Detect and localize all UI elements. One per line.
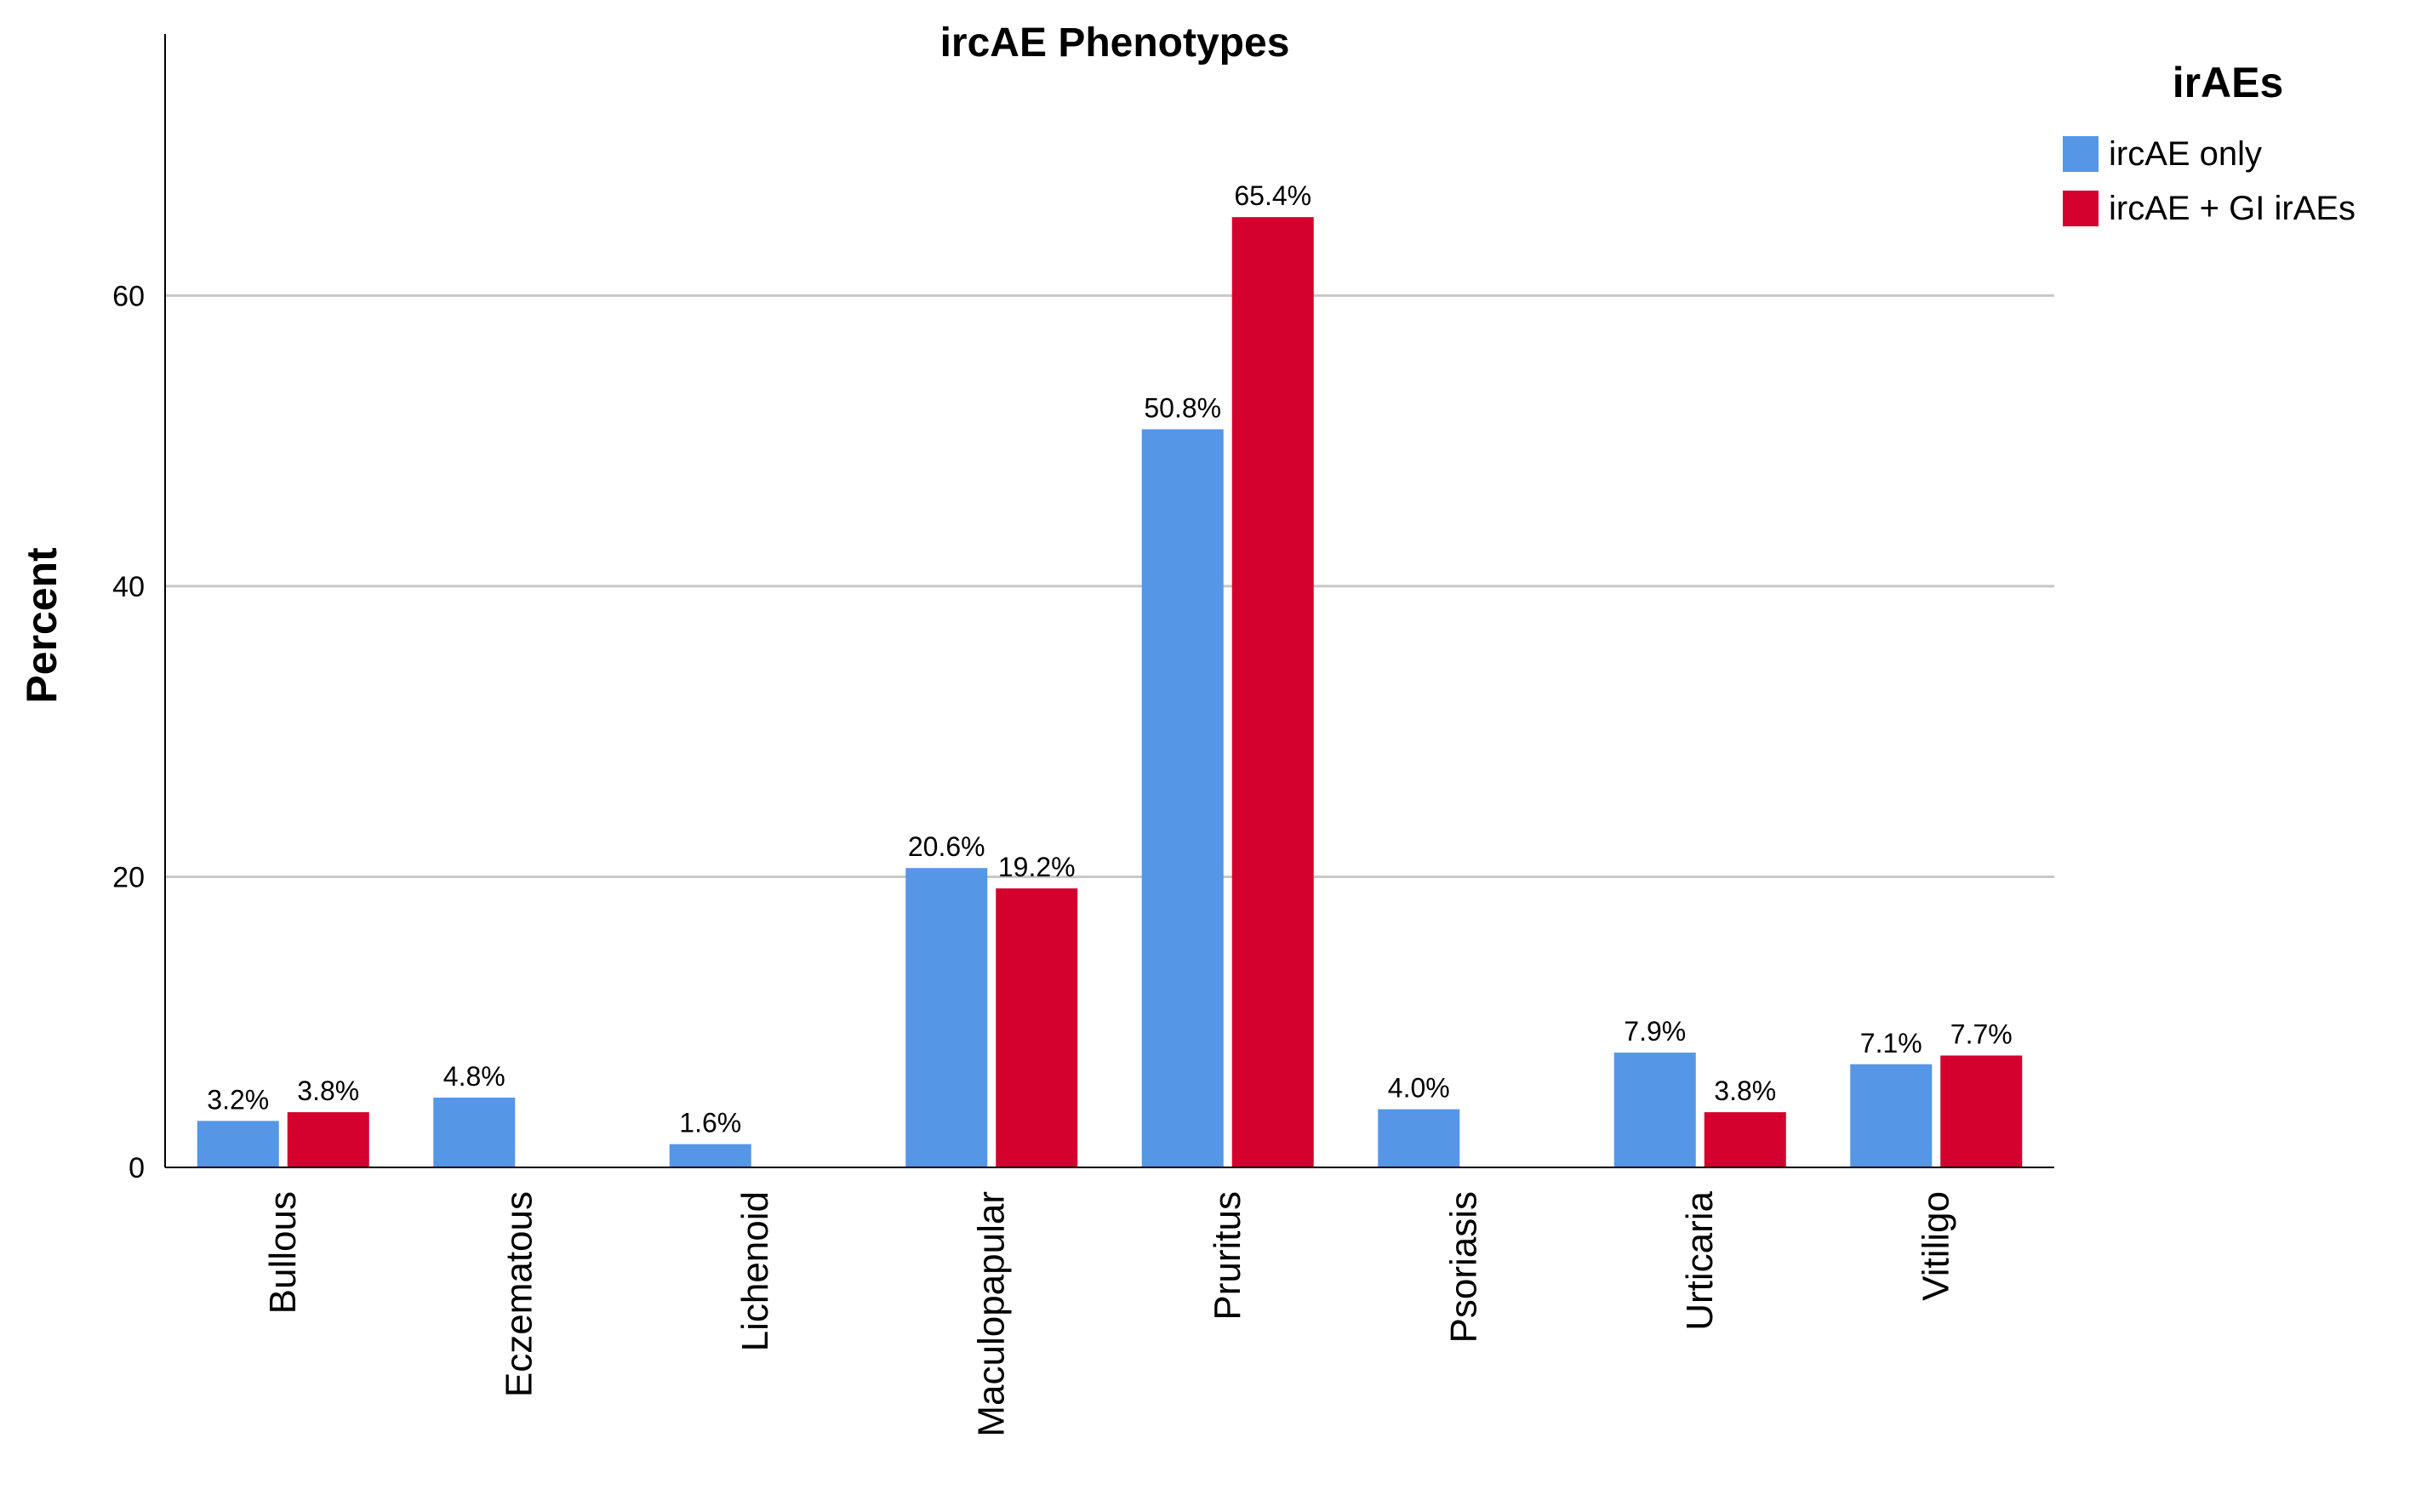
y-tick-label: 40 [112,571,145,603]
data-label: 3.8% [1714,1076,1776,1106]
x-category-label: Vitiligo [1915,1191,1956,1301]
bar-ircae-only-lichenoid[interactable] [669,1144,751,1167]
data-label: 3.8% [297,1076,359,1106]
data-label: 3.2% [207,1084,269,1115]
data-label: 7.7% [1950,1019,2013,1050]
data-labels: 3.2% 3.8% 4.8% 1.6% 20.6% 19.2% 50.8% 65.4% 4.0%… [207,180,2012,1138]
data-label: 65.4% [1234,180,1311,211]
data-label: 1.6% [679,1108,741,1138]
bar-ircae-only-eczematous[interactable] [433,1098,516,1167]
y-tick-labels: 0 20 40 60 [112,280,145,1184]
x-category-label: Urticaria [1679,1190,1721,1330]
data-label: 7.9% [1624,1016,1686,1047]
bar-ircae-only-psoriasis[interactable] [1378,1109,1460,1167]
x-category-labels: Bullous Eczematous Lichenoid Maculopapular P… [262,1190,1957,1436]
data-label: 19.2% [998,852,1076,882]
x-category-label: Lichenoid [734,1191,776,1351]
y-tick-label: 20 [112,861,145,893]
legend[interactable]: irAEs ircAE only ircAE + GI irAEs [2063,59,2356,227]
x-category-label: Eczematous [498,1191,540,1397]
y-tick-label: 0 [128,1152,145,1184]
axes [164,34,2054,1168]
chart-title: ircAE Phenotypes [940,20,1290,66]
legend-label: ircAE + GI irAEs [2109,190,2356,227]
bar-ircae-gi-vitiligo[interactable] [1940,1055,2023,1167]
y-axis-title: Percent [18,547,66,704]
bar-ircae-only-urticaria[interactable] [1613,1053,1696,1167]
data-label: 4.8% [443,1061,505,1092]
data-label: 4.0% [1388,1073,1450,1104]
x-category-label: Maculopapular [970,1191,1012,1437]
legend-swatch [2063,191,2099,226]
legend-swatch [2063,136,2099,172]
x-category-label: Psoriasis [1442,1191,1484,1344]
legend-title: irAEs [2173,59,2284,106]
data-label: 50.8% [1144,392,1221,423]
legend-label: ircAE only [2109,135,2262,173]
bars [197,217,2023,1168]
bar-ircae-only-bullous[interactable] [197,1121,279,1167]
x-category-label: Pruritus [1207,1191,1248,1321]
bar-ircae-only-vitiligo[interactable] [1850,1064,1933,1167]
y-tick-label: 60 [112,280,145,312]
gridlines [165,294,2054,878]
bar-ircae-gi-maculopapular[interactable] [996,888,1078,1167]
data-label: 20.6% [908,831,985,862]
bar-ircae-only-pruritus[interactable] [1141,429,1224,1167]
bar-ircae-only-maculopapular[interactable] [905,868,988,1167]
x-category-label: Bullous [262,1191,304,1314]
bar-ircae-gi-bullous[interactable] [287,1112,369,1167]
bar-ircae-gi-urticaria[interactable] [1704,1112,1786,1167]
data-label: 7.1% [1860,1028,1922,1058]
legend-items: ircAE only ircAE + GI irAEs [2063,135,2356,227]
bar-ircae-gi-pruritus[interactable] [1231,217,1314,1168]
